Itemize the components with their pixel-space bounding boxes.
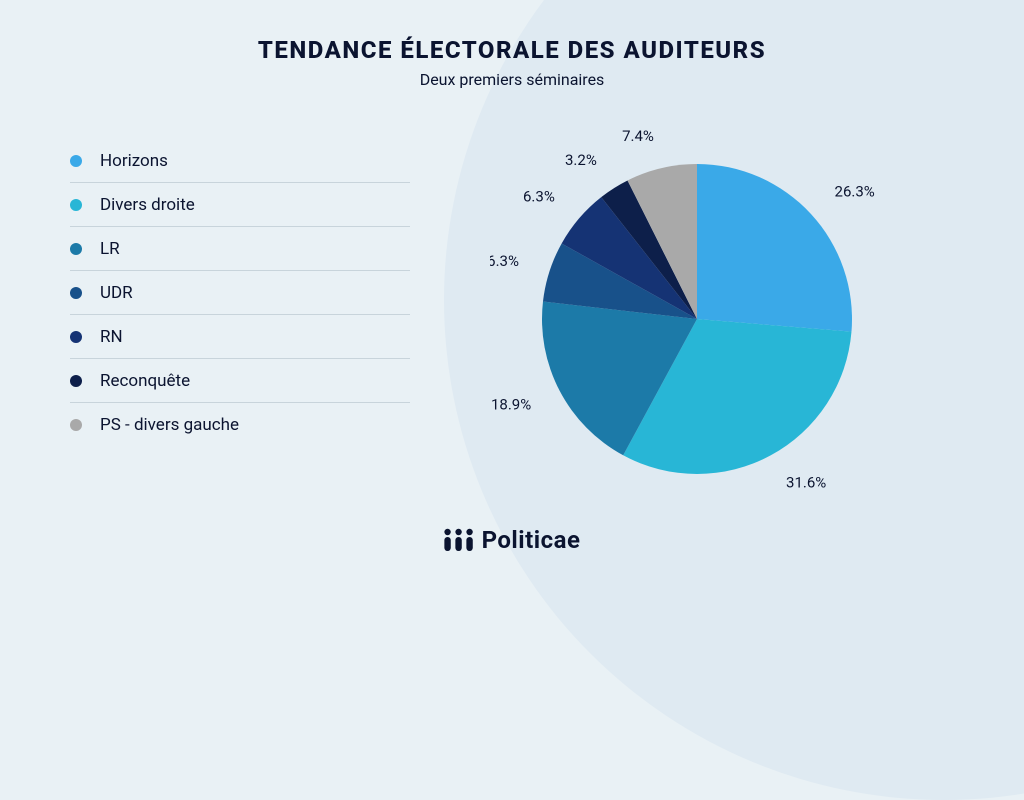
legend-label: LR — [100, 239, 120, 259]
pie-slice — [697, 164, 852, 332]
brand-name: Politicae — [482, 526, 581, 554]
legend-dot — [70, 287, 82, 299]
pie-chart: 26.3% 31.6% 18.9% 6.3% 6.3% 3.2% 7.4% — [490, 112, 904, 526]
legend-label: Reconquête — [100, 371, 190, 391]
legend-label: PS - divers gauche — [100, 415, 239, 435]
legend-dot — [70, 199, 82, 211]
pie-chart-wrap: 26.3% 31.6% 18.9% 6.3% 6.3% 3.2% 7.4% — [410, 129, 984, 509]
legend-item: RN — [70, 315, 410, 359]
brand-logo: Politicae — [444, 526, 581, 554]
legend-item: LR — [70, 227, 410, 271]
legend-label: RN — [100, 327, 123, 347]
page-title: TENDANCE ÉLECTORALE DES AUDITEURS — [40, 36, 984, 64]
legend-dot — [70, 243, 82, 255]
slice-label: 31.6% — [786, 473, 826, 491]
brand-icon — [444, 528, 474, 552]
legend-item: PS - divers gauche — [70, 403, 410, 447]
legend-dot — [70, 331, 82, 343]
slice-label: 6.3% — [523, 188, 555, 206]
page-subtitle: Deux premiers séminaires — [40, 70, 984, 89]
slice-label: 7.4% — [622, 127, 654, 145]
slice-label: 3.2% — [565, 151, 597, 169]
infographic-container: TENDANCE ÉLECTORALE DES AUDITEURS Deux p… — [0, 0, 1024, 576]
legend-item: Horizons — [70, 139, 410, 183]
content-row: Horizons Divers droite LR UDR RN Reconquête PS… — [40, 129, 984, 509]
legend-dot — [70, 375, 82, 387]
legend-dot — [70, 419, 82, 431]
slice-label: 18.9% — [491, 395, 531, 413]
legend-label: Divers droite — [100, 195, 195, 215]
slice-label: 6.3% — [490, 252, 519, 270]
legend-label: Horizons — [100, 151, 168, 171]
legend-dot — [70, 155, 82, 167]
legend-item: Divers droite — [70, 183, 410, 227]
chart-legend: Horizons Divers droite LR UDR RN Reconquête PS… — [70, 139, 410, 509]
legend-item: UDR — [70, 271, 410, 315]
legend-item: Reconquête — [70, 359, 410, 403]
legend-label: UDR — [100, 283, 133, 303]
slice-label: 26.3% — [835, 182, 875, 200]
